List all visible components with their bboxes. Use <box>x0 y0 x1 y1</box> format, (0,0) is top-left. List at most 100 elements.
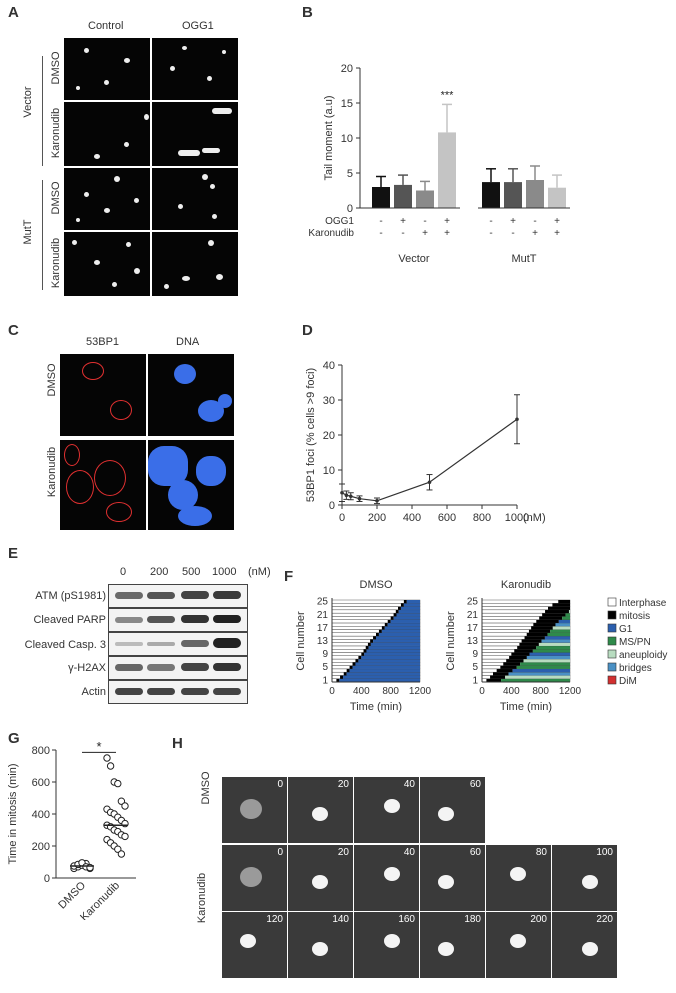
micrograph-c-dmso-53bp1 <box>60 354 146 436</box>
chart-d-point <box>340 490 344 495</box>
chart-b-group-vector: Vector <box>398 253 430 265</box>
chart-f-mitosis-bar <box>349 665 353 669</box>
chart-f-mitosis-bar <box>346 668 350 673</box>
panel-h-dmso-tile: 60 <box>420 777 485 843</box>
chart-b-bar <box>548 187 566 208</box>
chart-f-legend-swatch <box>607 610 617 620</box>
chart-f-y-label: Cell number <box>295 611 307 671</box>
chart-f-mitosis-bar <box>500 665 517 669</box>
panel-h-karonudib-row2-tile: 180 <box>420 912 485 978</box>
chart-f-mitosis-bar <box>493 672 509 676</box>
chart-f-y-tick-label: 25 <box>467 597 479 608</box>
chart-d-x-tick-label: 0 <box>339 512 345 524</box>
panel-letter-h: H <box>172 735 183 752</box>
panel-h-karonudib-row2-timestamp: 160 <box>398 914 415 925</box>
chart-f-legend-label: bridges <box>619 663 652 674</box>
chart-f-mitosis-bar <box>363 649 367 653</box>
panel-a-col-label-ogg1: OGG1 <box>182 20 214 32</box>
chart-g-point-karonudib <box>103 754 111 762</box>
chart-f-post-mitosis-bar <box>403 603 420 607</box>
chart-d-point <box>348 494 353 499</box>
chart-f-post-mitosis-bar <box>526 655 570 660</box>
chart-f-post-mitosis-bar <box>393 616 420 620</box>
chart-f-mitosis-bar <box>361 652 365 656</box>
chart-f-post-mitosis-bar <box>523 659 570 663</box>
chart-f-y-tick-label: 21 <box>317 610 329 621</box>
chart-f-post-mitosis-bar <box>505 675 570 679</box>
chart-f-mitosis-bar <box>542 613 566 617</box>
panel-e-conc-200: 200 <box>150 566 169 578</box>
chart-f-legend-label: mitosis <box>619 611 650 622</box>
panel-h-karonudib-row2-tile: 220 <box>552 912 617 978</box>
chart-f-y-tick-label: 5 <box>322 662 328 673</box>
chart-f-post-mitosis-bar <box>552 626 570 630</box>
chart-g-y-tick-label: 0 <box>44 873 50 885</box>
chart-f-post-mitosis-bar <box>508 672 570 676</box>
chart-f-mitosis-bar <box>378 629 382 633</box>
chart-f-post-mitosis-bar <box>361 655 420 660</box>
chart-b-ogg1-sign: - <box>533 216 536 227</box>
chart-g-category-label: DMSO <box>56 879 88 911</box>
chart-d-y-tick-label: 40 <box>323 360 335 372</box>
chart-f-mitosis-bar <box>514 649 533 653</box>
chart-d-y-tick-label: 0 <box>329 500 335 512</box>
micrograph-a-vector-dmso-ogg1 <box>152 38 238 100</box>
chart-b-bar <box>372 187 390 208</box>
chart-f-legend-label: DiM <box>619 676 637 687</box>
chart-f-post-mitosis-bar <box>568 609 570 614</box>
chart-f-y-tick-label: 13 <box>467 636 479 647</box>
panel-e-row-label-atm: ATM (pS1981) <box>35 590 106 602</box>
panel-h-karonudib-row2-timestamp: 220 <box>596 914 613 925</box>
chart-f-y-tick-label: 5 <box>472 662 478 673</box>
panel-h-karonudib-row1-tile: 100 <box>552 845 617 911</box>
chart-f-x-label: Time (min) <box>350 701 402 713</box>
chart-f-interphase-bar <box>481 599 571 604</box>
micrograph-a-mutt-karonudib-control <box>64 232 150 296</box>
chart-b-karonudib-sign: - <box>511 228 514 239</box>
blot-atm <box>108 584 248 608</box>
chart-b-ogg1-sign: + <box>510 216 516 227</box>
chart-d-x-tick-label: 200 <box>368 512 386 524</box>
chart-f-post-mitosis-bar <box>346 672 420 676</box>
chart-f-x-tick-label: 0 <box>329 686 335 697</box>
chart-f-post-mitosis-bar <box>558 619 570 623</box>
chart-b-bar <box>526 180 544 208</box>
blot-parp <box>108 608 248 632</box>
chart-f-y-tick-label: 1 <box>322 675 328 686</box>
panel-h-row-label-karonudib: Karonudib <box>196 872 208 924</box>
panel-letter-a: A <box>8 4 19 21</box>
chart-f-y-tick-label: 17 <box>317 623 329 634</box>
chart-f-mitosis-bar <box>384 622 388 627</box>
chart-b-bar <box>394 184 412 208</box>
chart-f-mitosis-bar <box>496 668 513 673</box>
chart-d-x-unit: (nM) <box>523 512 546 524</box>
chart-b-y-tick-label: 15 <box>341 98 353 110</box>
panel-h-karonudib-row1-tile: 80 <box>486 845 551 911</box>
micrograph-a-mutt-karonudib-ogg1 <box>152 232 238 296</box>
chart-d-point <box>357 496 362 501</box>
chart-g-y-label: Time in mitosis (min) <box>7 763 19 864</box>
chart-f-post-mitosis-bar <box>520 662 570 666</box>
panel-h-karonudib-row1-tile: 20 <box>288 845 353 911</box>
chart-f-mitosis-bar <box>545 609 569 614</box>
chart-f-mitosis-bar <box>552 603 570 607</box>
blot-actin <box>108 680 248 704</box>
panel-c-row-label-karonudib: Karonudib <box>46 446 58 498</box>
panel-a-group-label-vector: Vector <box>22 86 34 118</box>
chart-b-karonudib-sign: - <box>489 228 492 239</box>
chart-f-mitosis-bar <box>373 636 376 640</box>
chart-f-y-label: Cell number <box>445 611 457 671</box>
panel-c-col-label-dna: DNA <box>176 336 200 348</box>
micrograph-a-mutt-dmso-control <box>64 168 150 230</box>
chart-f-mitosis-bar <box>519 642 539 646</box>
chart-f-mitosis-bar <box>352 662 356 666</box>
chart-g-point-karonudib <box>121 802 129 810</box>
panel-a-row-label-3: DMSO <box>50 181 62 215</box>
chart-f-post-mitosis-bar <box>541 639 570 643</box>
chart-b-y-tick-label: 5 <box>347 168 353 180</box>
chart-b-karonudib-sign: + <box>422 228 428 239</box>
panel-h-dmso-tile: 0 <box>222 777 287 843</box>
chart-f-x-tick-label: 0 <box>479 686 485 697</box>
chart-f-post-mitosis-bar <box>370 642 420 646</box>
